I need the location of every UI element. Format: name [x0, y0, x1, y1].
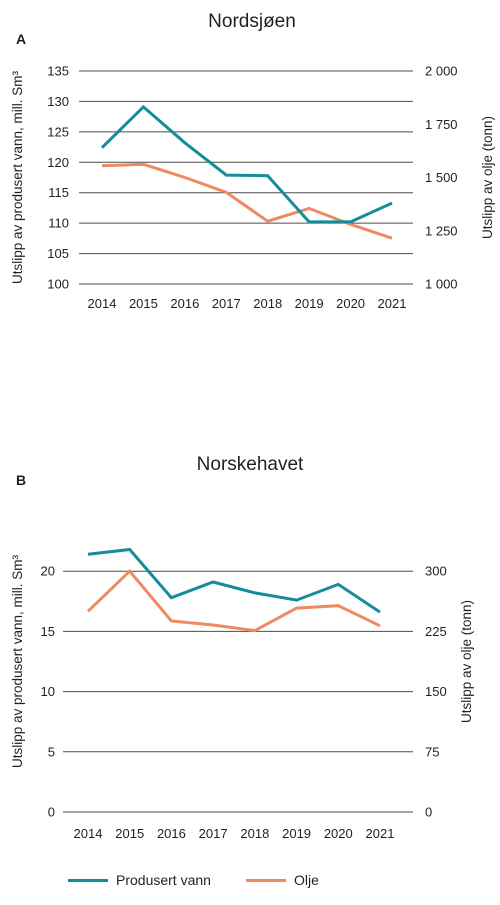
x-tick: 2021: [366, 826, 395, 841]
chart-panel-nordsjoen: Nordsjøen A 100 105 110 115 120 125 130 135 1 000 1…: [10, 11, 495, 311]
chart-title: Norskehavet: [197, 454, 304, 475]
y-tick-left: 125: [47, 124, 69, 139]
legend-swatch-produsert-vann: [68, 878, 108, 882]
y-tick-right: 300: [425, 564, 447, 579]
x-tick: 2016: [170, 296, 199, 311]
x-tick: 2021: [378, 296, 407, 311]
y-tick-right: 225: [425, 624, 447, 639]
y-axis-label-right: Utslipp av olje (tonn): [480, 116, 495, 239]
y-tick-left: 0: [48, 805, 55, 820]
y-tick-left: 20: [41, 564, 55, 579]
panel-letter: A: [16, 31, 26, 47]
legend: Produsert vann Olje: [0, 872, 500, 900]
legend-item-olje: Olje: [246, 872, 319, 888]
x-tick: 2017: [212, 296, 241, 311]
series-line-produsert-vann: [87, 547, 381, 614]
y-axis-label-left: Utslipp av produsert vann, mill. Sm³: [10, 554, 25, 768]
panel-letter: B: [16, 472, 26, 488]
y-tick-right: 1 500: [425, 170, 458, 185]
y-tick-left: 110: [48, 216, 69, 231]
y-tick-left: 5: [48, 744, 55, 759]
x-tick: 2020: [324, 826, 353, 841]
y-tick-right: 0: [425, 805, 432, 820]
y-tick-right: 75: [425, 744, 439, 759]
x-tick: 2019: [282, 826, 311, 841]
y-tick-right: 1 750: [425, 117, 458, 132]
x-tick: 2015: [129, 296, 158, 311]
y-tick-left: 105: [47, 246, 69, 261]
legend-label-olje: Olje: [294, 872, 319, 888]
y-tick-left: 100: [47, 277, 69, 292]
y-tick-right: 150: [425, 684, 447, 699]
x-tick: 2019: [295, 296, 324, 311]
x-tick: 2016: [157, 826, 186, 841]
y-tick-left: 120: [47, 155, 69, 170]
y-tick-right: 1 250: [425, 223, 458, 238]
legend-label-produsert-vann: Produsert vann: [116, 872, 211, 888]
x-tick: 2014: [74, 826, 103, 841]
y-tick-left: 10: [41, 684, 55, 699]
y-axis-label-right: Utslipp av olje (tonn): [459, 600, 474, 723]
chart-title: Nordsjøen: [208, 11, 296, 32]
x-tick: 2018: [240, 826, 269, 841]
legend-item-produsert-vann: Produsert vann: [68, 872, 211, 888]
y-tick-right: 1 000: [425, 277, 458, 292]
chart-panel-norskehavet: Norskehavet B 0 5 10 15 20 0 75 150 225 300 2014 2015…: [10, 454, 474, 841]
series-line-produsert-vann: [100, 104, 393, 224]
series-line-olje: [86, 569, 381, 633]
y-tick-right: 2 000: [425, 64, 458, 79]
y-axis-label-left: Utslipp av produsert vann, mill. Sm³: [10, 70, 25, 284]
x-tick: 2020: [336, 296, 365, 311]
x-tick: 2015: [115, 826, 144, 841]
y-tick-left: 115: [48, 185, 69, 200]
x-tick: 2017: [199, 826, 228, 841]
x-tick: 2014: [88, 296, 117, 311]
y-tick-left: 15: [41, 624, 55, 639]
y-tick-left: 130: [47, 94, 69, 109]
y-tick-left: 135: [47, 64, 69, 79]
legend-swatch-olje: [246, 878, 286, 882]
x-tick: 2018: [253, 296, 282, 311]
